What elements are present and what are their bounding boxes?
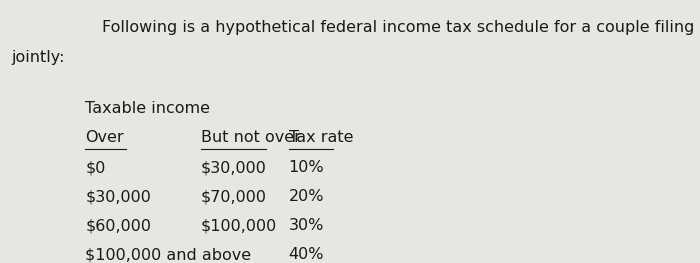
- Text: $100,000 and above: $100,000 and above: [85, 247, 251, 262]
- Text: 30%: 30%: [288, 218, 324, 233]
- Text: 40%: 40%: [288, 247, 324, 262]
- Text: 10%: 10%: [288, 160, 324, 175]
- Text: But not over: But not over: [201, 130, 300, 145]
- Text: $100,000: $100,000: [201, 218, 277, 233]
- Text: jointly:: jointly:: [11, 50, 64, 65]
- Text: Following is a hypothetical federal income tax schedule for a couple filing: Following is a hypothetical federal inco…: [102, 20, 694, 35]
- Text: $70,000: $70,000: [201, 189, 267, 204]
- Text: Taxable income: Taxable income: [85, 101, 210, 116]
- Text: $0: $0: [85, 160, 106, 175]
- Text: $30,000: $30,000: [201, 160, 267, 175]
- Text: 20%: 20%: [288, 189, 324, 204]
- Text: Over: Over: [85, 130, 124, 145]
- Text: $60,000: $60,000: [85, 218, 151, 233]
- Text: $30,000: $30,000: [85, 189, 151, 204]
- Text: Tax rate: Tax rate: [288, 130, 353, 145]
